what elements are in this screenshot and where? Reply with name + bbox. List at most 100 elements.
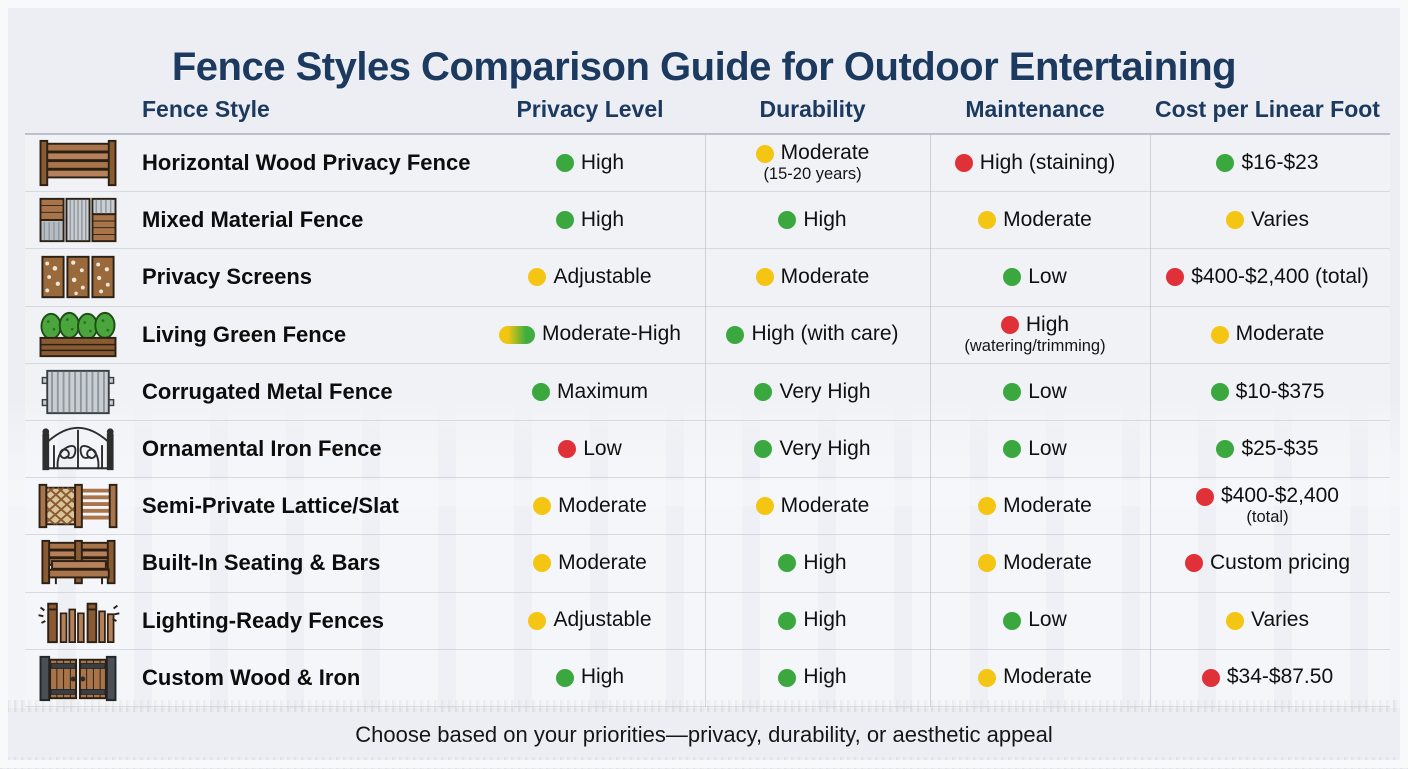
status-dot (754, 382, 773, 401)
status-dot (1003, 268, 1022, 287)
durability-cell: Moderate (700, 249, 925, 305)
maintenance-cell: Moderate (925, 535, 1145, 591)
page-title: Fence Styles Comparison Guide for Outdoo… (171, 44, 1237, 89)
column-divider (705, 135, 706, 707)
fence-name: Ornamental Iron Fence (142, 436, 382, 462)
maintenance-cell: Low (925, 249, 1145, 305)
status-dot (1003, 611, 1022, 630)
fence-name: Built-In Seating & Bars (142, 550, 381, 576)
mixed-material-fence-icon (25, 192, 130, 248)
status-dot (755, 144, 774, 163)
status-dot (978, 668, 997, 687)
status-dot (499, 325, 536, 344)
status-dot (1201, 668, 1220, 687)
durability-cell: High (700, 535, 925, 591)
status-dot (1003, 382, 1022, 401)
cost-cell: $25-$35 (1145, 421, 1390, 477)
fence-name: Living Green Fence (142, 321, 347, 347)
status-dot (755, 497, 774, 516)
privacy-screens-icon (25, 249, 130, 305)
corrugated-metal-fence-icon (25, 364, 130, 420)
footer-tagline: Choose based on your priorities—privacy,… (355, 722, 1053, 747)
header-icon-spacer (25, 92, 130, 133)
privacy-cell: Adjustable (480, 593, 700, 649)
status-dot (1196, 487, 1215, 506)
column-header-cost: Cost per Linear Foot (1155, 96, 1380, 122)
column-header-durability: Durability (759, 96, 866, 122)
status-dot (978, 554, 997, 573)
fence-name: Lighting-Ready Fences (142, 607, 385, 633)
durability-cell: High (700, 593, 925, 649)
status-dot (528, 611, 547, 630)
status-dot (1216, 440, 1235, 459)
fence-name: Horizontal Wood Privacy Fence (142, 150, 471, 176)
status-dot (954, 154, 973, 173)
table-row: Mixed Material Fence High High Moderate … (25, 192, 1390, 250)
status-dot (754, 440, 773, 459)
table-row: Lighting-Ready Fences Adjustable High Lo… (25, 592, 1390, 650)
durability-cell: High (700, 192, 925, 248)
status-dot (1166, 268, 1185, 287)
maintenance-cell: Moderate (925, 650, 1145, 706)
durability-cell: Moderate (700, 478, 925, 534)
table-row: Ornamental Iron Fence Low Very High Low … (25, 420, 1390, 479)
living-green-fence-icon (25, 307, 130, 363)
status-dot (778, 668, 797, 687)
status-dot (533, 554, 552, 573)
cost-cell: $400-$2,400 (total) (1145, 478, 1390, 534)
grass-texture-strip-bottom (0, 757, 1408, 769)
column-header-maintenance: Maintenance (965, 96, 1105, 122)
status-dot (555, 211, 574, 230)
column-header-fence-style: Fence Style (142, 96, 270, 122)
durability-cell: High (with care) (700, 307, 925, 363)
privacy-cell: Adjustable (480, 249, 700, 305)
status-dot (1226, 611, 1245, 630)
maintenance-cell: Moderate (925, 192, 1145, 248)
status-dot (533, 497, 552, 516)
status-dot (555, 154, 574, 173)
status-dot (528, 268, 547, 287)
custom-wood-iron-icon (25, 650, 130, 706)
table-row: Living Green Fence Moderate-High High (w… (25, 306, 1390, 364)
column-divider (1150, 135, 1151, 707)
status-dot (726, 325, 745, 344)
cost-cell: $10-$375 (1145, 364, 1390, 420)
column-header-privacy-level: Privacy Level (516, 96, 664, 122)
cost-cell: Custom pricing (1145, 535, 1390, 591)
maintenance-cell: High (watering/trimming) (964, 312, 1106, 355)
table-row: Corrugated Metal Fence Maximum Very High… (25, 363, 1390, 421)
cost-cell: $400-$2,400 (total) (1145, 249, 1390, 305)
status-dot (1210, 325, 1229, 344)
fence-name: Semi-Private Lattice/Slat (142, 493, 399, 519)
column-divider (930, 135, 931, 707)
status-dot (1184, 554, 1203, 573)
table-row: Built-In Seating & Bars Moderate High Mo… (25, 535, 1390, 593)
cost-cell: Varies (1145, 192, 1390, 248)
status-dot (978, 211, 997, 230)
ornamental-iron-fence-icon (25, 421, 130, 477)
durability-cell: Moderate (15-20 years) (700, 135, 925, 191)
status-dot (558, 440, 577, 459)
semi-private-lattice-slat-icon (25, 478, 130, 534)
status-dot (1226, 211, 1245, 230)
durability-cell: Very High (700, 364, 925, 420)
privacy-cell: Low (480, 421, 700, 477)
status-dot (755, 268, 774, 287)
status-dot (531, 382, 550, 401)
maintenance-cell: Low (925, 364, 1145, 420)
status-dot (1000, 316, 1019, 335)
privacy-cell: High (480, 192, 700, 248)
privacy-cell: High (480, 650, 700, 706)
privacy-cell: High (480, 135, 700, 191)
status-dot (778, 611, 797, 630)
table-row: Privacy Screens Adjustable Moderate Low … (25, 249, 1390, 307)
privacy-cell: Moderate-High (480, 307, 700, 363)
privacy-cell: Maximum (480, 364, 700, 420)
maintenance-cell: Low (925, 421, 1145, 477)
status-dot (555, 668, 574, 687)
table-row: Semi-Private Lattice/Slat Moderate Moder… (25, 478, 1390, 536)
status-dot (1003, 440, 1022, 459)
cost-cell: $16-$23 (1145, 135, 1390, 191)
table-row: Horizontal Wood Privacy Fence High Moder… (25, 135, 1390, 193)
lighting-ready-fences-icon (25, 593, 130, 649)
